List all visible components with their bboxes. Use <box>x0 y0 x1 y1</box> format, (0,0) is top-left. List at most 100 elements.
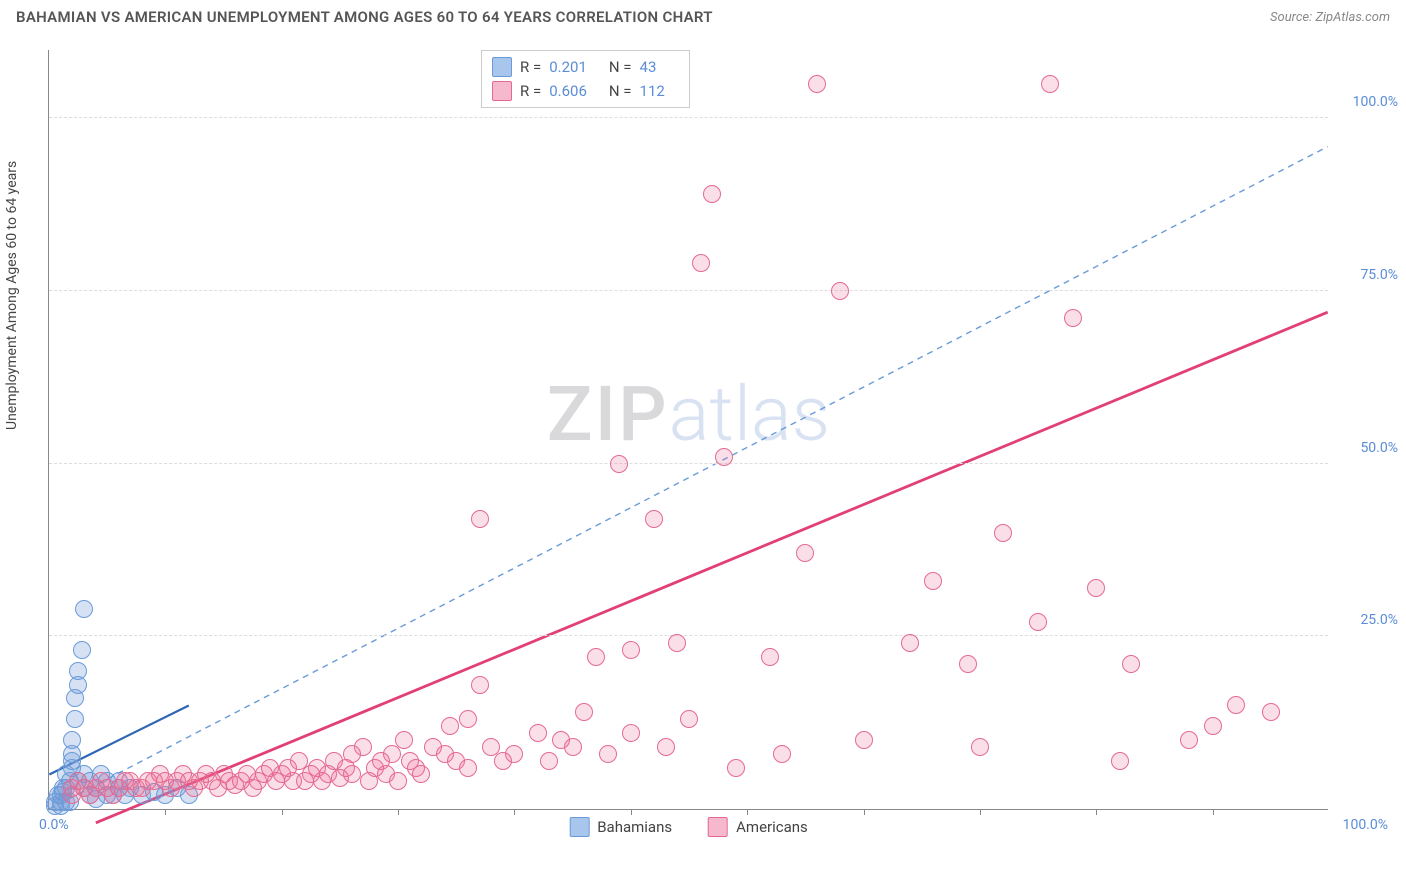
data-point <box>75 600 93 618</box>
series-legend: Bahamians Americans <box>569 817 808 837</box>
data-point <box>622 724 640 742</box>
x-tick <box>1096 809 1097 815</box>
data-point <box>564 738 582 756</box>
data-point <box>343 765 361 783</box>
data-point <box>63 731 81 749</box>
stats-row: R = 0.606 N = 112 <box>492 79 679 103</box>
y-tick-label: 50.0% <box>1360 440 1398 456</box>
data-point <box>459 759 477 777</box>
data-point <box>924 572 942 590</box>
data-point <box>540 752 558 770</box>
data-point <box>715 448 733 466</box>
legend-label: Bahamians <box>597 818 672 836</box>
n-label: N = <box>609 82 632 100</box>
data-point <box>1180 731 1198 749</box>
gridline <box>49 635 1328 636</box>
stats-legend: R = 0.201 N = 43 R = 0.606 N = 112 <box>481 50 690 108</box>
data-point <box>73 641 91 659</box>
data-point <box>471 676 489 694</box>
data-point <box>395 731 413 749</box>
x-tick <box>1213 809 1214 815</box>
n-value: 43 <box>640 58 657 76</box>
source-attr: Source: ZipAtlas.com <box>1270 10 1390 25</box>
data-point <box>645 510 663 528</box>
x-tick <box>747 809 748 815</box>
data-point <box>599 745 617 763</box>
data-point <box>441 717 459 735</box>
gridline <box>49 290 1328 291</box>
data-point <box>610 455 628 473</box>
y-axis-label: Unemployment Among Ages 60 to 64 years <box>4 161 20 430</box>
data-point <box>657 738 675 756</box>
x-tick <box>980 809 981 815</box>
data-point <box>1227 696 1245 714</box>
data-point <box>587 648 605 666</box>
n-label: N = <box>609 58 632 76</box>
chart-title: BAHAMIAN VS AMERICAN UNEMPLOYMENT AMONG … <box>16 8 713 26</box>
x-tick <box>398 809 399 815</box>
watermark: ZIPatlas <box>547 369 830 459</box>
n-value: 112 <box>640 82 665 100</box>
x-tick <box>165 809 166 815</box>
data-point <box>471 510 489 528</box>
data-point <box>1204 717 1222 735</box>
data-point <box>692 254 710 272</box>
gridline <box>49 463 1328 464</box>
data-point <box>575 703 593 721</box>
chart-container: Unemployment Among Ages 60 to 64 years Z… <box>0 30 1406 860</box>
legend-item: Bahamians <box>569 817 672 837</box>
trend-lines <box>49 50 1328 809</box>
x-tick-100: 100.0% <box>1343 817 1388 833</box>
data-point <box>622 641 640 659</box>
legend-swatch <box>569 817 589 837</box>
legend-label: Americans <box>736 818 808 836</box>
stats-row: R = 0.201 N = 43 <box>492 55 679 79</box>
data-point <box>773 745 791 763</box>
data-point <box>831 282 849 300</box>
y-tick-label: 75.0% <box>1360 267 1398 283</box>
legend-swatch <box>708 817 728 837</box>
data-point <box>1262 703 1280 721</box>
x-tick <box>631 809 632 815</box>
data-point <box>703 185 721 203</box>
data-point <box>994 524 1012 542</box>
data-point <box>761 648 779 666</box>
x-tick <box>514 809 515 815</box>
data-point <box>1087 579 1105 597</box>
data-point <box>66 710 84 728</box>
data-point <box>1064 309 1082 327</box>
data-point <box>727 759 745 777</box>
legend-item: Americans <box>708 817 808 837</box>
data-point <box>796 544 814 562</box>
data-point <box>1122 655 1140 673</box>
x-tick <box>282 809 283 815</box>
data-point <box>389 772 407 790</box>
r-value: 0.201 <box>549 58 587 76</box>
chart-header: BAHAMIAN VS AMERICAN UNEMPLOYMENT AMONG … <box>0 0 1406 30</box>
data-point <box>808 75 826 93</box>
data-point <box>668 634 686 652</box>
data-point <box>459 710 477 728</box>
data-point <box>412 765 430 783</box>
x-tick-0: 0.0% <box>39 817 69 833</box>
y-tick-label: 25.0% <box>1360 612 1398 628</box>
legend-swatch <box>492 57 512 77</box>
r-label: R = <box>520 58 541 76</box>
data-point <box>505 745 523 763</box>
data-point <box>1029 613 1047 631</box>
data-point <box>959 655 977 673</box>
data-point <box>354 738 372 756</box>
plot-area: ZIPatlas R =0.201N =43R =0.606N =112 0.0… <box>48 50 1328 810</box>
x-tick <box>864 809 865 815</box>
r-label: R = <box>520 82 541 100</box>
r-value: 0.606 <box>549 82 587 100</box>
data-point <box>1041 75 1059 93</box>
data-point <box>680 710 698 728</box>
data-point <box>69 662 87 680</box>
legend-swatch <box>492 81 512 101</box>
y-tick-label: 100.0% <box>1353 94 1398 110</box>
data-point <box>529 724 547 742</box>
gridline <box>49 117 1328 118</box>
data-point <box>1111 752 1129 770</box>
data-point <box>901 634 919 652</box>
